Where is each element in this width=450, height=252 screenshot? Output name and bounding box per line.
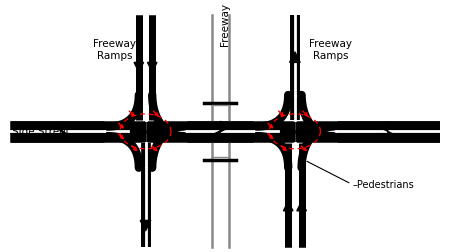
Text: Freeway
Ramps: Freeway Ramps bbox=[93, 39, 136, 61]
Polygon shape bbox=[140, 220, 151, 231]
Text: –Pedestrians: –Pedestrians bbox=[352, 179, 414, 189]
Polygon shape bbox=[62, 132, 72, 141]
Text: Side Street: Side Street bbox=[13, 127, 70, 137]
Polygon shape bbox=[134, 63, 144, 73]
Polygon shape bbox=[290, 53, 300, 63]
Polygon shape bbox=[53, 122, 62, 132]
Polygon shape bbox=[148, 63, 157, 73]
Polygon shape bbox=[378, 122, 388, 132]
Polygon shape bbox=[284, 202, 293, 211]
Polygon shape bbox=[388, 132, 397, 141]
Polygon shape bbox=[297, 202, 306, 211]
Polygon shape bbox=[220, 122, 231, 132]
Polygon shape bbox=[210, 131, 220, 142]
Text: Freeway: Freeway bbox=[220, 3, 230, 45]
Text: Freeway
Ramps: Freeway Ramps bbox=[309, 39, 352, 61]
